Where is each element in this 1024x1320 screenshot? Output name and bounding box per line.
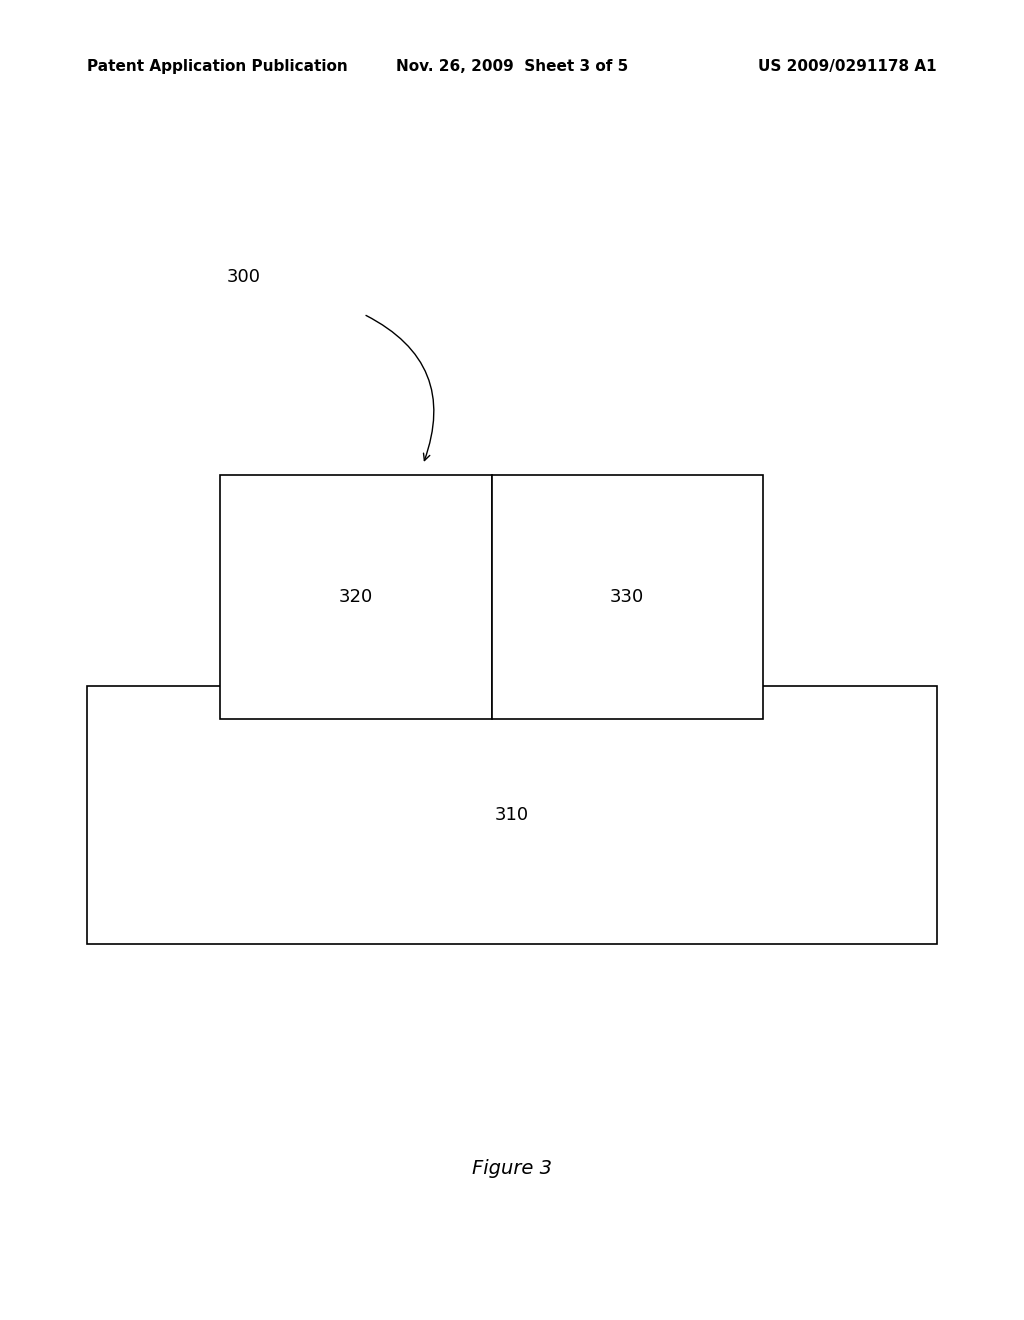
- Text: 300: 300: [227, 268, 261, 286]
- FancyBboxPatch shape: [492, 475, 763, 719]
- FancyBboxPatch shape: [87, 686, 937, 944]
- Text: Nov. 26, 2009  Sheet 3 of 5: Nov. 26, 2009 Sheet 3 of 5: [396, 59, 628, 74]
- Text: Figure 3: Figure 3: [472, 1159, 552, 1177]
- Text: 320: 320: [339, 589, 373, 606]
- Text: US 2009/0291178 A1: US 2009/0291178 A1: [759, 59, 937, 74]
- Text: 330: 330: [610, 589, 644, 606]
- Text: 310: 310: [495, 807, 529, 824]
- FancyArrowPatch shape: [366, 315, 434, 461]
- Text: Patent Application Publication: Patent Application Publication: [87, 59, 348, 74]
- FancyBboxPatch shape: [220, 475, 492, 719]
